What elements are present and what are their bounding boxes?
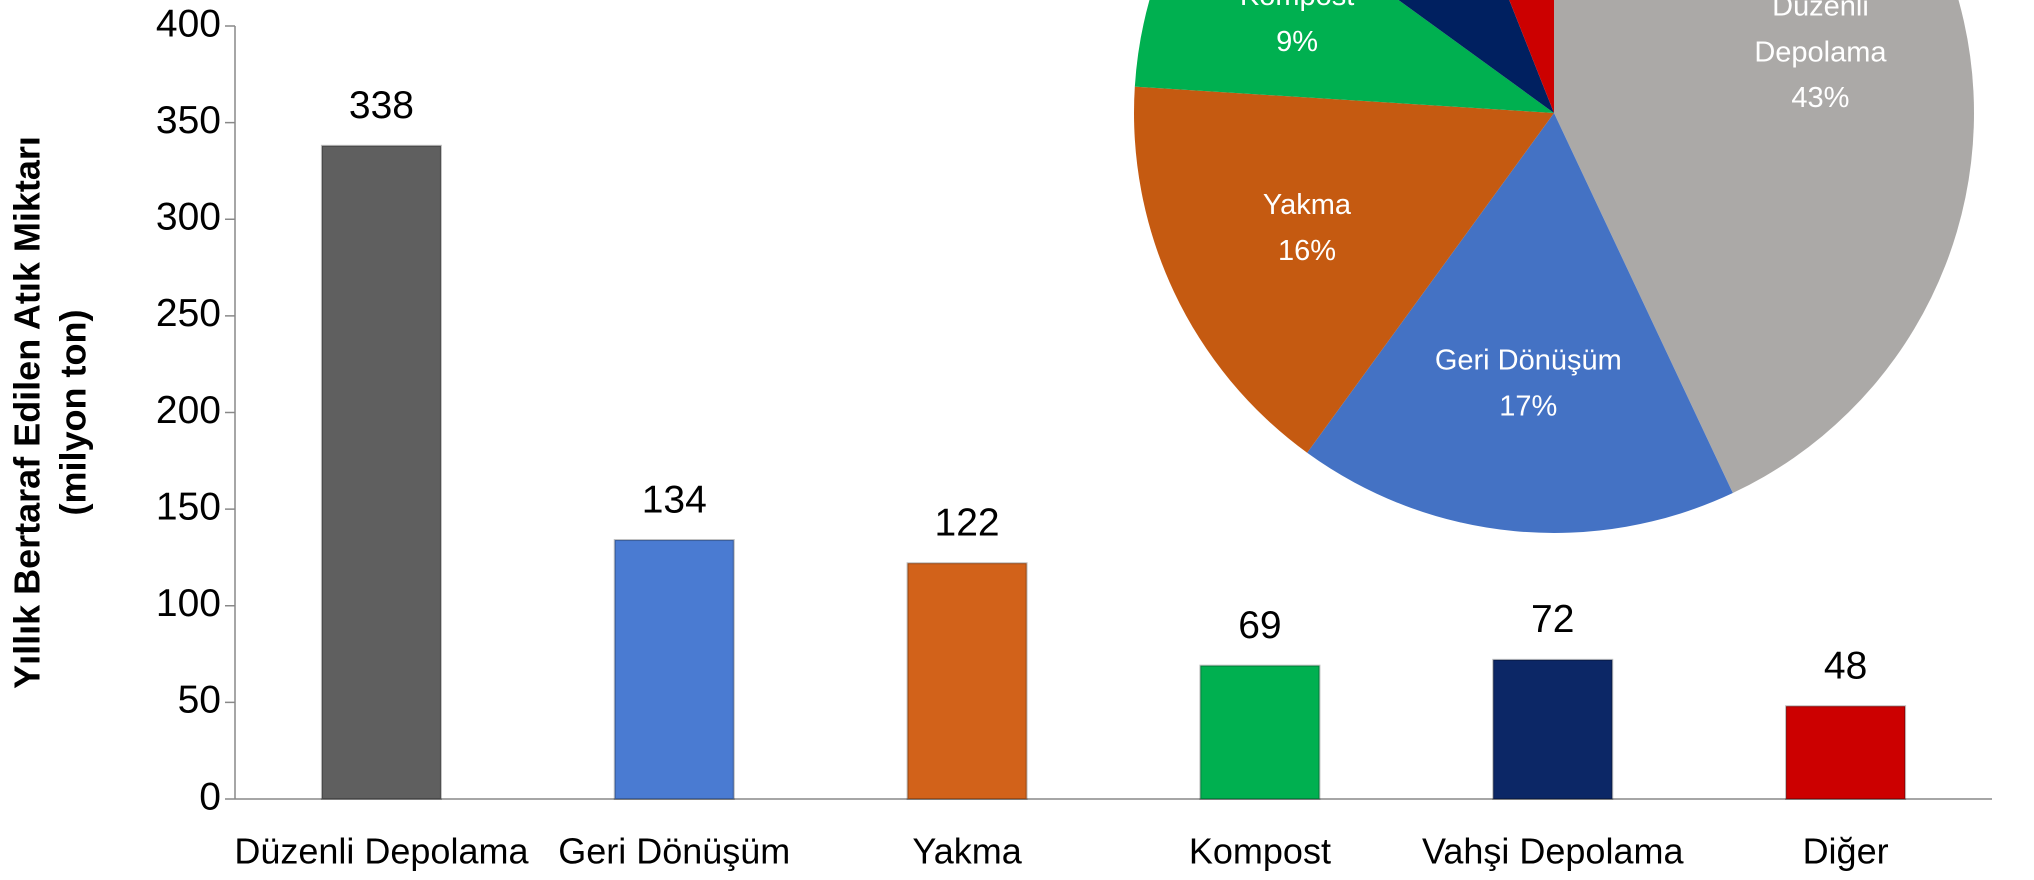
- pie-slice: [1134, 0, 1554, 113]
- y-tick-label: 100: [156, 582, 221, 625]
- pie-label-line: Düzenli: [1772, 0, 1869, 22]
- pie-slice: [1398, 0, 1554, 113]
- pie-value-label: 9%: [1276, 26, 1318, 58]
- pie-label: Geri Dönüşüm: [1435, 344, 1622, 376]
- bar: [1785, 705, 1907, 800]
- data-label: 134: [642, 478, 707, 521]
- bar: [1492, 658, 1614, 800]
- bar: [906, 562, 1028, 800]
- pie-value-label: 17%: [1499, 390, 1557, 422]
- y-tick-label: 150: [156, 485, 221, 528]
- y-axis-title: Yıllık Bertaraf Edilen Atık Miktarı: [7, 136, 48, 689]
- data-label: 338: [349, 84, 414, 127]
- pie-slice: [1509, 0, 1554, 113]
- y-axis-title: (milyon ton): [53, 310, 94, 516]
- pie-slice: [1554, 0, 1975, 494]
- x-tick-label: Kompost: [1189, 831, 1331, 872]
- pie-value-label: 16%: [1278, 235, 1336, 267]
- pie-label: Kompost: [1240, 0, 1354, 12]
- bar: [320, 144, 442, 800]
- x-tick-label: Diğer: [1803, 831, 1889, 872]
- pie-label-line: Depolama: [1754, 36, 1887, 68]
- x-tick-label: Düzenli Depolama: [234, 831, 529, 872]
- data-label: 48: [1824, 645, 1867, 688]
- data-label: 72: [1531, 598, 1574, 641]
- pie-label: Yakma: [1263, 189, 1352, 221]
- pie-label: Düzenli Depolama: [1754, 0, 1887, 68]
- x-tick-label: Geri Dönüşüm: [558, 831, 790, 872]
- x-tick-label: Vahşi Depolama: [1422, 831, 1684, 872]
- pie-value-label: 43%: [1791, 82, 1849, 114]
- y-tick-label: 400: [156, 2, 221, 45]
- pie-slice: [1307, 113, 1733, 533]
- y-tick-label: 0: [199, 775, 221, 818]
- y-tick-label: 300: [156, 196, 221, 239]
- y-tick-label: 350: [156, 99, 221, 142]
- y-tick-label: 50: [178, 679, 221, 722]
- y-tick-label: 200: [156, 389, 221, 432]
- bar: [1199, 664, 1321, 800]
- bar: [613, 539, 735, 800]
- x-tick-label: Yakma: [912, 831, 1022, 872]
- data-label: 69: [1238, 604, 1281, 647]
- pie-slice: [1133, 86, 1554, 453]
- y-tick-label: 250: [156, 292, 221, 335]
- data-label: 122: [935, 502, 1000, 545]
